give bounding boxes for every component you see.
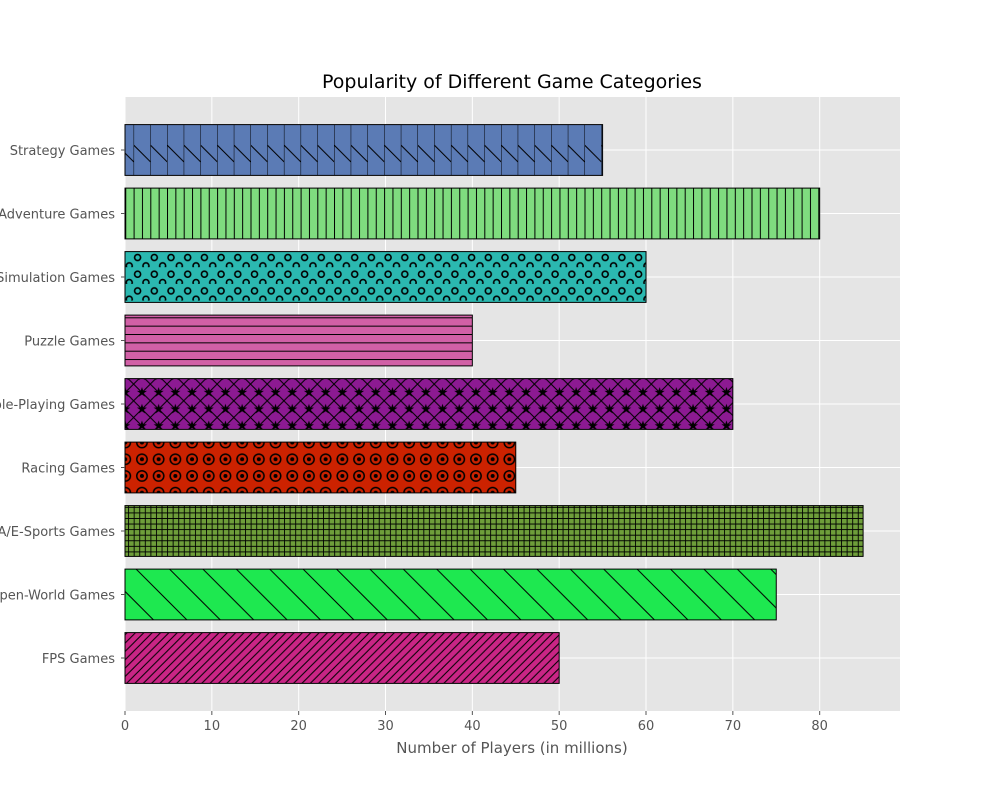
x-tick-label: 20 [290,719,307,734]
bar-hatch [124,568,777,621]
bar-hatch [124,187,821,240]
y-tick-label: MOBA/E-Sports Games [0,525,115,540]
bar [124,441,517,494]
x-tick-label: 10 [204,719,221,734]
bars [124,124,864,684]
y-tick-label: Open-World Games [0,589,115,604]
bar-hatch [124,378,734,430]
bar [124,251,647,303]
y-tick-label: Racing Games [21,462,115,477]
bar-hatch [124,251,647,303]
x-tick-label: 30 [377,719,394,734]
x-tick-label: 0 [121,719,129,734]
bar [124,632,560,684]
y-tick-labels: Strategy Games Adventure Games Simulation … [0,144,125,667]
x-tick-label: 70 [725,719,742,734]
x-tick-label: 60 [638,719,655,734]
bar [124,378,734,430]
x-tick-label: 40 [464,719,481,734]
bar-hatch [124,124,604,176]
x-tick-label: 50 [551,719,568,734]
x-tick-labels: 0 10 20 30 40 50 60 70 80 [121,711,828,734]
x-axis-label: Number of Players (in millions) [396,739,627,757]
y-tick-label: Role-Playing Games [0,398,115,413]
bar [124,314,473,367]
y-tick-label: Puzzle Games [24,335,115,350]
y-tick-label: FPS Games [42,652,115,667]
y-tick-label: Simulation Games [0,271,115,286]
bar-hatch [124,505,864,557]
bar-hatch [124,632,560,684]
y-tick-label: Strategy Games [10,144,116,159]
bar-hatch [124,441,517,494]
bar [124,505,864,557]
x-tick-label: 80 [811,719,828,734]
bar [124,187,821,240]
bar [124,568,777,621]
bar-hatch [124,314,473,367]
bar [124,124,604,176]
chart-title: Popularity of Different Game Categories [322,71,702,93]
y-tick-label: Adventure Games [0,208,115,223]
